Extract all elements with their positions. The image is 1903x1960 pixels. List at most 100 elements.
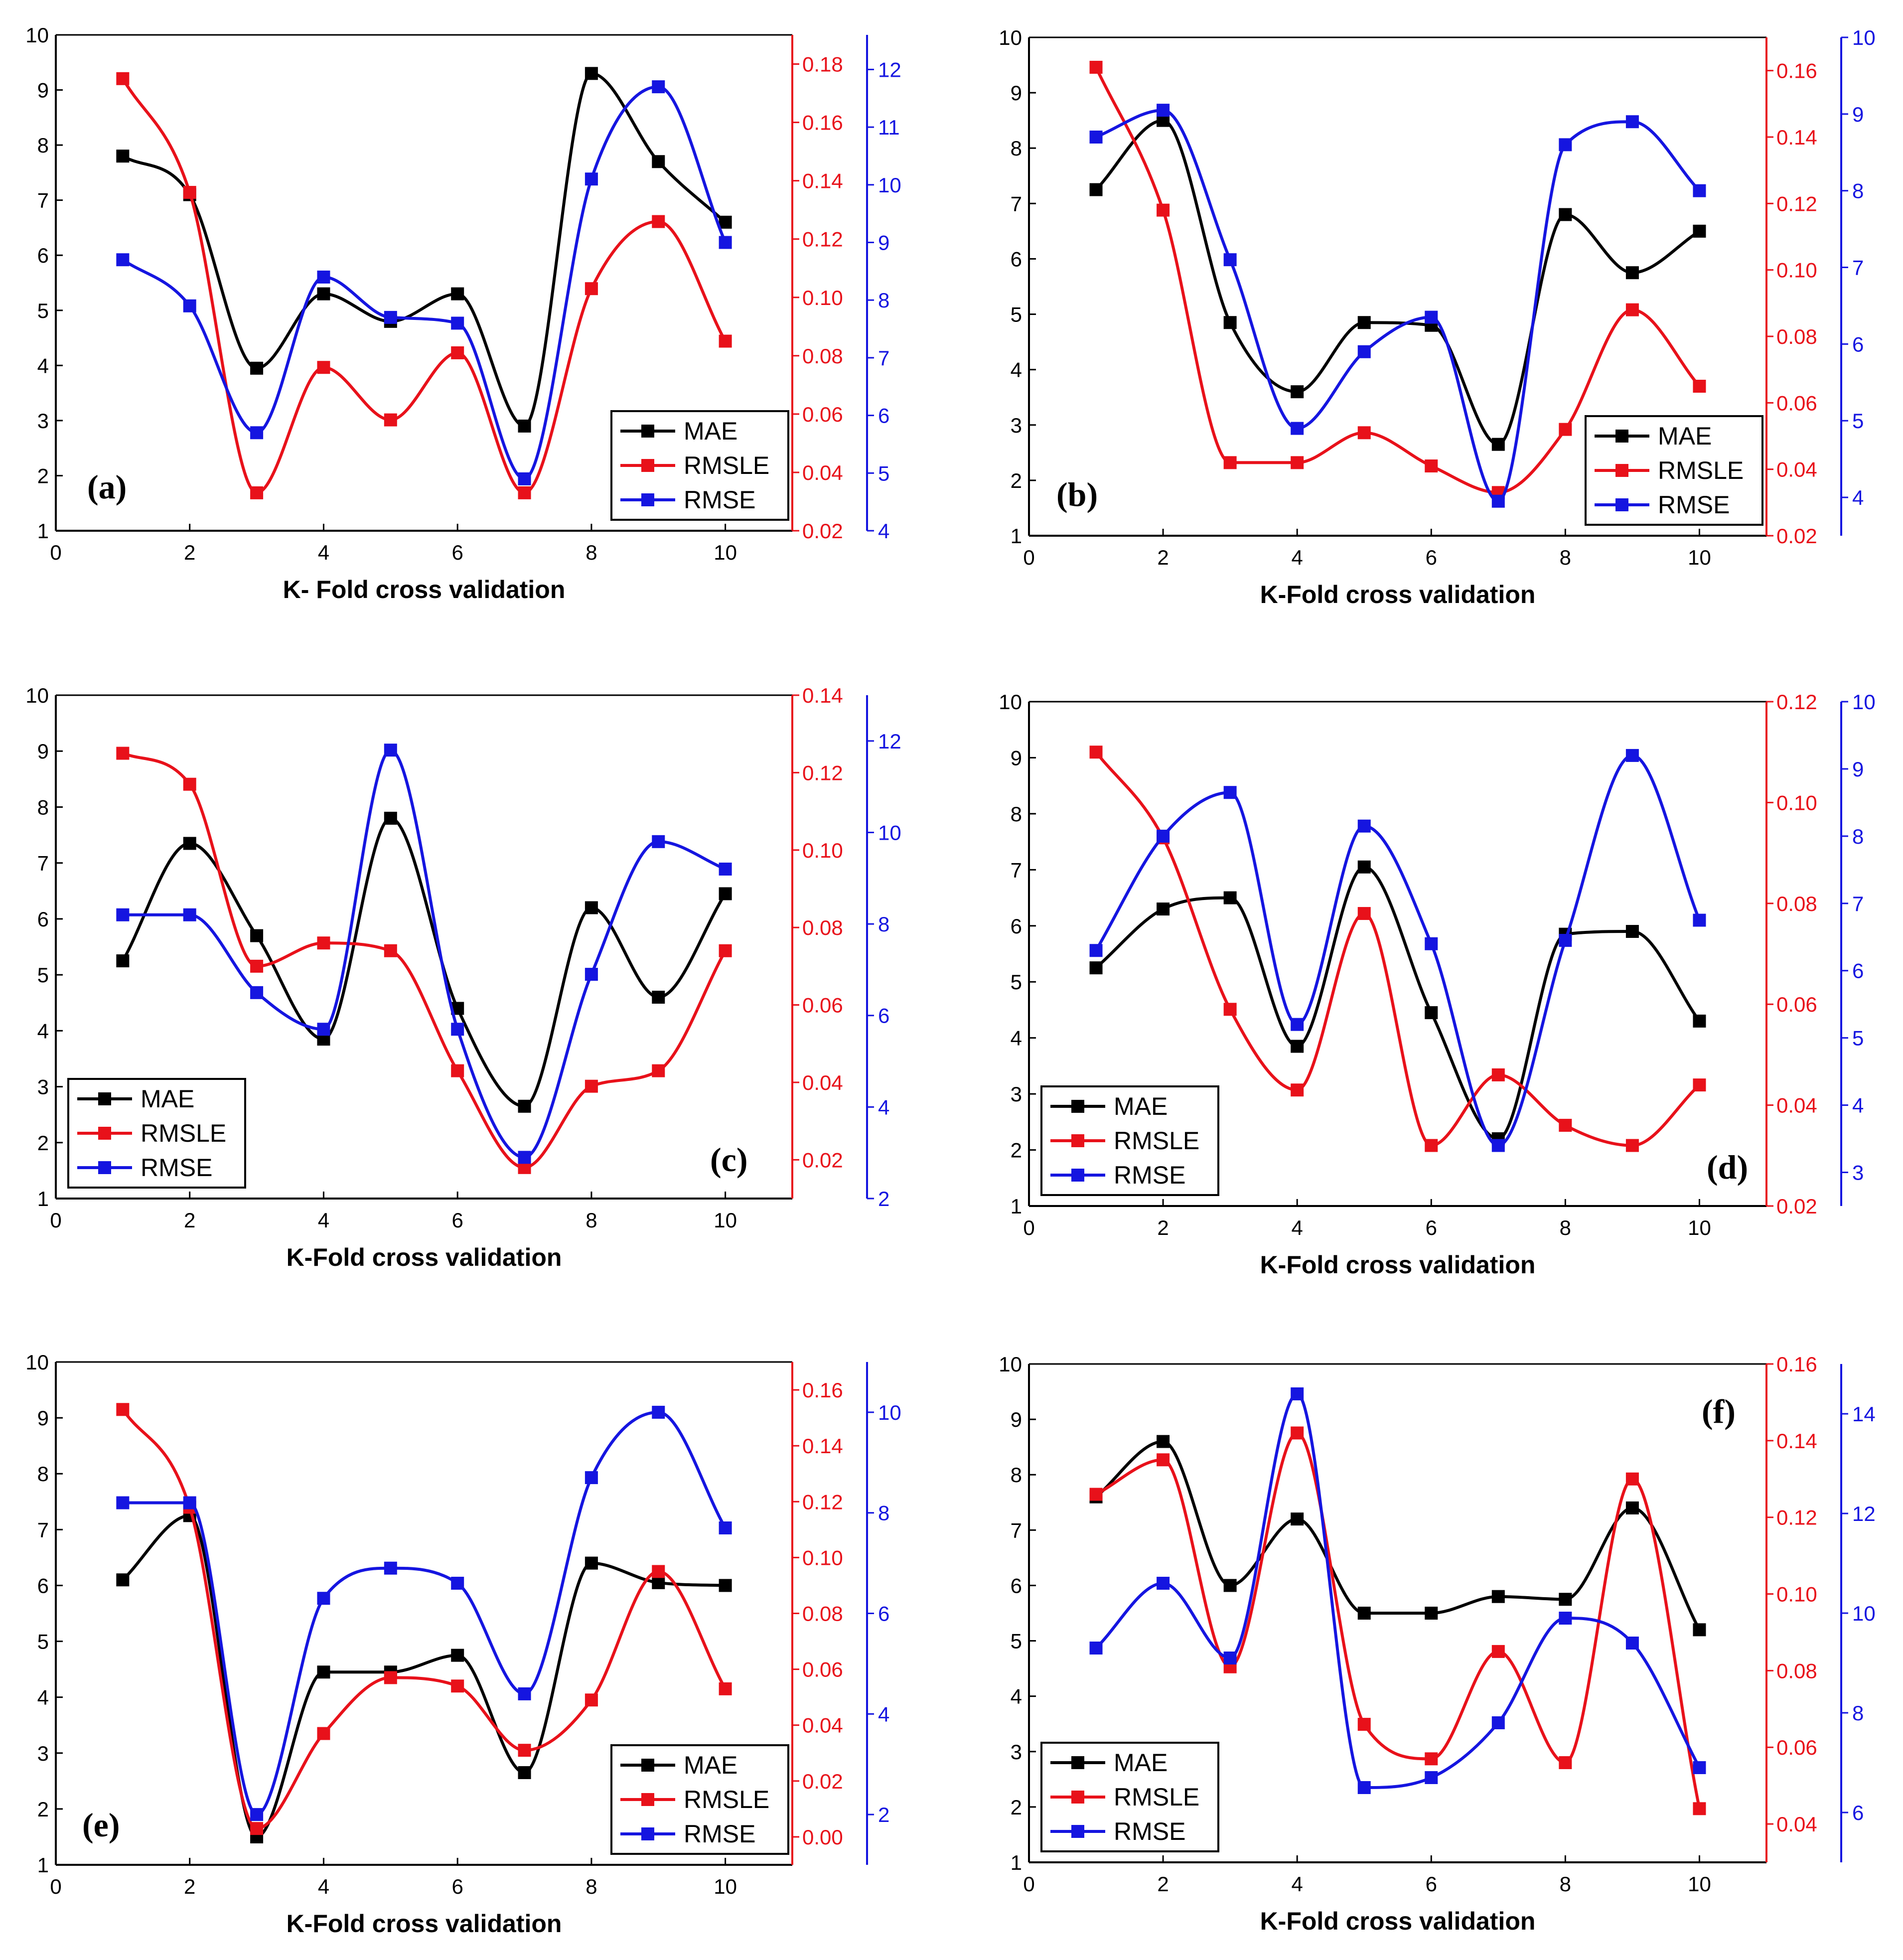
x-axis-tick-label: 2 xyxy=(184,541,195,564)
data-point-rmsle xyxy=(1693,1078,1706,1092)
legend-box xyxy=(1585,415,1763,526)
legend-label-rmsle: RMSLE xyxy=(684,452,769,479)
rmsle-axis-tick-label: 0.14 xyxy=(802,169,843,193)
rmse-axis-tick-label: 8 xyxy=(878,289,889,312)
rmsle-axis-tick-label: 0.06 xyxy=(1776,391,1817,415)
data-point-rmse xyxy=(1625,749,1639,762)
series-line-mae xyxy=(122,72,727,428)
x-axis-tick-label: 8 xyxy=(1560,1216,1571,1239)
series-line-rmsle xyxy=(1095,1431,1701,1809)
rmsle-axis-tick-label: 0.06 xyxy=(802,403,843,426)
data-point-rmsle xyxy=(451,346,464,359)
data-point-rmsle xyxy=(1089,61,1103,74)
chart-panel-b: 1 2 3 4 5 6 7 8 9 10 0.02 0.04 0.06 0.08 0.10 0.12 0.14 0… xyxy=(999,26,1875,608)
rmsle-axis-tick-label: 0.04 xyxy=(802,1714,843,1737)
data-point-rmse xyxy=(317,1023,330,1036)
data-point-rmse xyxy=(1089,131,1103,144)
series-line-rmsle xyxy=(1095,751,1701,1147)
series-line-mae xyxy=(121,816,727,1108)
data-point-rmse xyxy=(1491,494,1505,508)
data-point-mae xyxy=(1357,860,1371,874)
rmsle-axis-tick-label: 0.04 xyxy=(1776,458,1817,481)
rmse-axis-tick-label: 12 xyxy=(878,730,901,753)
rmse-axis-tick-label: 4 xyxy=(1852,486,1864,509)
rmsle-axis-tick-label: 0.04 xyxy=(802,461,843,484)
left-axis-tick-label: 3 xyxy=(37,1075,49,1099)
x-axis-tick-label: 8 xyxy=(586,541,597,564)
x-axis-tick-label: 2 xyxy=(1157,1216,1169,1239)
rmse-axis-tick-label: 5 xyxy=(878,461,889,485)
legend-label-mae: MAE xyxy=(1114,1092,1168,1120)
left-axis-tick-label: 6 xyxy=(1011,247,1022,271)
data-point-rmse xyxy=(1223,786,1237,799)
rmsle-axis-tick-label: 0.06 xyxy=(1776,1736,1817,1759)
left-axis-tick-label: 6 xyxy=(37,1574,49,1597)
data-point-rmsle xyxy=(1157,1453,1170,1467)
x-axis-tick-label: 0 xyxy=(1023,1216,1034,1239)
left-axis-tick-label: 7 xyxy=(1011,1518,1022,1542)
legend: MAE RMSLE RMSE xyxy=(1040,1742,1219,1852)
data-point-rmse xyxy=(1559,138,1572,151)
left-axis-tick-label: 8 xyxy=(37,134,49,157)
data-point-mae xyxy=(1357,1607,1371,1620)
x-axis-tick-label: 6 xyxy=(1426,1216,1437,1239)
data-point-rmsle xyxy=(1223,456,1237,469)
data-point-mae xyxy=(518,419,531,433)
data-point-rmse xyxy=(250,1808,264,1821)
data-point-rmse xyxy=(183,908,196,921)
rmsle-axis-tick-label: 0.10 xyxy=(802,839,843,862)
data-point-rmsle xyxy=(384,1671,397,1684)
data-point-rmse xyxy=(1357,819,1371,833)
data-point-mae xyxy=(1693,1014,1706,1028)
data-point-mae xyxy=(250,361,264,375)
legend-swatch-marker xyxy=(641,493,654,506)
data-point-rmsle xyxy=(652,1565,665,1578)
rmsle-axis-tick-label: 0.10 xyxy=(802,286,843,309)
data-point-rmsle xyxy=(116,72,130,85)
data-point-mae xyxy=(1491,438,1505,451)
data-point-rmse xyxy=(585,1471,598,1485)
rmsle-axis-tick-label: 0.10 xyxy=(1776,1583,1817,1606)
data-point-mae xyxy=(585,67,598,80)
left-axis-tick-label: 10 xyxy=(999,1353,1022,1376)
rmse-axis-tick-label: 7 xyxy=(1852,892,1864,915)
data-point-rmse xyxy=(1693,1761,1706,1774)
x-axis-label: K-Fold cross validation xyxy=(1260,1907,1536,1935)
legend-label-rmsle: RMSLE xyxy=(1114,1127,1199,1155)
rmsle-axis-tick-label: 0.12 xyxy=(802,228,843,251)
x-axis-tick-label: 0 xyxy=(50,1875,61,1898)
panel-label: (c) xyxy=(710,1141,747,1179)
data-point-mae xyxy=(317,1665,330,1679)
data-point-rmse xyxy=(116,1496,130,1509)
rmse-axis-tick-label: 9 xyxy=(1852,757,1864,781)
data-point-rmse xyxy=(1089,944,1103,957)
x-axis-tick-label: 4 xyxy=(318,1875,329,1898)
left-axis-tick-label: 9 xyxy=(37,740,49,763)
chart-panel-e: 1 2 3 4 5 6 7 8 9 10 0.00 0.02 0.04 0.06 0.08 0.10 0.12 0… xyxy=(25,1351,901,1938)
left-axis-tick-label: 3 xyxy=(1011,414,1022,437)
legend-swatch-marker xyxy=(1615,430,1628,443)
legend-swatch-marker xyxy=(98,1092,111,1105)
data-point-mae xyxy=(1625,266,1639,280)
data-point-mae xyxy=(1357,316,1371,329)
data-point-rmse xyxy=(518,1151,531,1164)
series-line-rmse xyxy=(1095,109,1701,503)
data-point-rmse xyxy=(1425,310,1438,324)
data-point-rmsle xyxy=(1291,1426,1304,1440)
rmse-axis-tick-label: 7 xyxy=(878,346,889,370)
data-point-rmse xyxy=(250,426,264,440)
data-point-mae xyxy=(1559,208,1572,221)
data-point-rmse xyxy=(1625,115,1639,129)
x-axis-tick-label: 6 xyxy=(1426,1872,1437,1896)
data-point-rmse xyxy=(317,1592,330,1605)
data-point-mae xyxy=(116,150,130,163)
data-point-mae xyxy=(1223,316,1237,329)
data-point-rmse xyxy=(1157,1577,1170,1590)
x-axis-tick-label: 2 xyxy=(1157,1872,1169,1896)
data-point-rmsle xyxy=(1559,1756,1572,1769)
data-point-rmsle xyxy=(1357,426,1371,440)
panel-label: (f) xyxy=(1702,1392,1736,1430)
data-point-mae xyxy=(719,215,732,229)
legend-label-rmse: RMSE xyxy=(1658,491,1730,519)
